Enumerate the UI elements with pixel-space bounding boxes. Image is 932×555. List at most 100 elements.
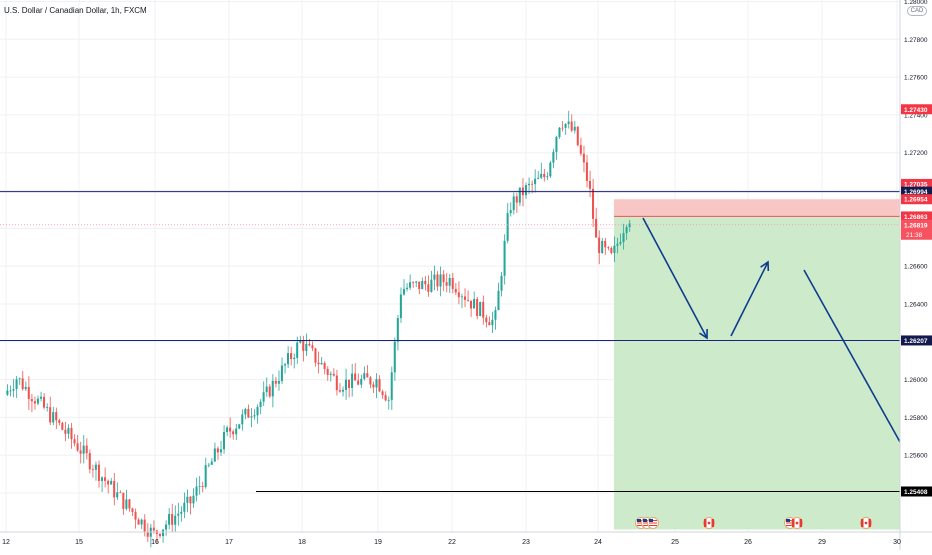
candle-body	[18, 378, 21, 380]
candle-body	[238, 424, 241, 429]
candle-body	[262, 392, 265, 402]
candle-body	[482, 301, 485, 318]
candle-body	[348, 379, 351, 388]
price-label-tag	[901, 211, 932, 222]
candle-body	[235, 428, 238, 435]
candle-body	[628, 223, 631, 228]
candle-body	[558, 127, 561, 137]
candle-body	[82, 445, 85, 454]
symbol-title: U.S. Dollar / Canadian Dollar, 1h, FXCM	[4, 6, 147, 15]
candle-body	[601, 240, 604, 254]
time-axis-tick-label: 17	[225, 539, 233, 546]
price-axis-tick-label: 1.26000	[904, 377, 928, 384]
candle-body	[183, 502, 186, 512]
candle-body	[588, 180, 591, 189]
ca-flag-icon[interactable]	[791, 517, 803, 529]
time-axis-tick-label: 19	[374, 539, 382, 546]
candle-body	[317, 362, 320, 365]
candle-body	[338, 390, 341, 392]
candle-body	[110, 480, 113, 485]
candle-body	[49, 407, 52, 423]
candle-body	[311, 345, 314, 349]
candle-body	[332, 373, 335, 376]
candle-body	[412, 282, 415, 284]
price-label-text: 1.26994	[904, 189, 928, 196]
candle-body	[607, 247, 610, 249]
ca-flag-icon[interactable]	[703, 517, 715, 529]
candle-body	[402, 288, 405, 295]
candle-body	[515, 196, 518, 203]
candle-body	[61, 422, 64, 430]
candle-body	[287, 353, 290, 365]
candle-body	[244, 408, 247, 415]
candle-body	[76, 443, 79, 451]
price-label-text: 1.26863	[904, 214, 928, 221]
candle-body	[134, 511, 137, 520]
price-axis-tick-label: 1.27400	[904, 112, 928, 119]
candle-body	[58, 420, 61, 423]
candle-body	[393, 341, 396, 373]
candle-body	[390, 372, 393, 400]
candle-body	[341, 389, 344, 392]
candle-body	[85, 445, 88, 454]
candle-body	[201, 486, 204, 487]
candle-body	[256, 407, 259, 416]
candle-body	[570, 121, 573, 131]
candle-body	[354, 373, 357, 381]
candle-body	[326, 368, 329, 375]
candle-body	[210, 461, 213, 465]
candle-body	[213, 448, 216, 462]
candle-body	[94, 464, 97, 470]
candle-body	[305, 343, 308, 352]
projection-arrow-final	[803, 269, 901, 443]
candle-body	[598, 237, 601, 254]
candle-body	[21, 378, 24, 390]
candle-body	[372, 384, 375, 388]
candle-body	[503, 240, 506, 276]
time-axis-tick-label: 24	[594, 539, 602, 546]
price-label-text: 1.27430	[904, 107, 928, 114]
candle-body	[366, 373, 369, 378]
price-label-text: 1.26954	[904, 197, 928, 204]
candle-body	[488, 322, 491, 326]
candle-body	[128, 499, 131, 509]
candle-body	[344, 379, 347, 390]
countdown-label: 21:38	[906, 232, 923, 239]
price-axis-tick-label: 1.28000	[904, 0, 928, 6]
candle-body	[36, 398, 39, 404]
candle-body	[55, 412, 58, 421]
candle-body	[137, 519, 140, 525]
price-label-tag	[901, 219, 932, 240]
candle-body	[24, 386, 27, 390]
candle-body	[585, 162, 588, 181]
candle-body	[351, 373, 354, 388]
ca-flag-icon[interactable]	[860, 517, 872, 529]
candle-body	[479, 301, 482, 317]
candle-body	[70, 427, 73, 440]
candle-body	[622, 233, 625, 242]
candle-body	[405, 287, 408, 289]
candle-body	[604, 240, 607, 248]
candle-body	[582, 153, 585, 163]
candle-body	[430, 279, 433, 292]
candle-body	[491, 319, 494, 326]
candle-body	[476, 298, 479, 317]
currency-badge[interactable]: CAD	[907, 6, 927, 16]
candle-body	[143, 519, 146, 532]
candle-body	[546, 176, 549, 178]
candle-body	[537, 177, 540, 179]
time-axis-tick-label: 29	[818, 539, 826, 546]
candle-body	[363, 373, 366, 379]
us-flag-icon[interactable]	[647, 517, 659, 529]
candle-body	[283, 364, 286, 366]
candle-body	[616, 243, 619, 246]
candle-body	[552, 151, 555, 163]
price-label-tag	[901, 178, 932, 189]
candle-body	[107, 480, 110, 485]
candle-body	[378, 379, 381, 392]
candle-body	[241, 414, 244, 425]
candle-body	[219, 449, 222, 453]
candle-body	[396, 318, 399, 342]
